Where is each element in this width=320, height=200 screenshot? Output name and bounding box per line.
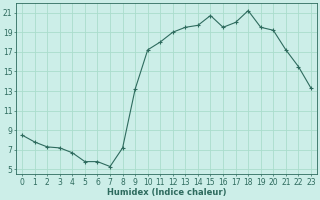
- X-axis label: Humidex (Indice chaleur): Humidex (Indice chaleur): [107, 188, 226, 197]
